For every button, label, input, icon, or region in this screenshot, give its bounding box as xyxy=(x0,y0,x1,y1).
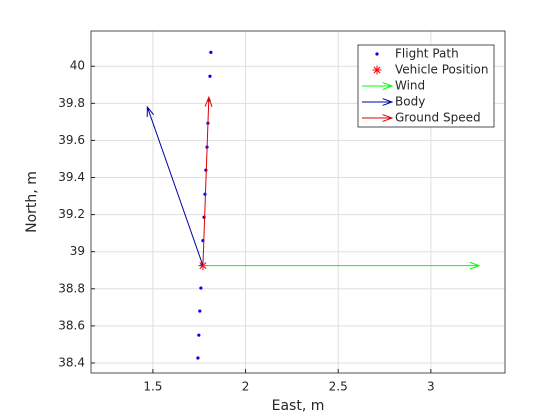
legend-label: Vehicle Position xyxy=(395,63,488,77)
x-tick-label: 1.5 xyxy=(143,380,162,394)
vector-arrow xyxy=(146,105,204,266)
y-tick-label: 38.4 xyxy=(58,355,85,369)
vector-arrow xyxy=(202,261,481,270)
legend-label: Ground Speed xyxy=(395,111,481,125)
legend-label: Flight Path xyxy=(395,47,459,61)
path-point xyxy=(198,309,202,313)
y-tick-label: 40 xyxy=(70,59,85,73)
legend-arrow xyxy=(362,98,394,106)
legend-label: Wind xyxy=(395,79,425,93)
y-tick-label: 39.6 xyxy=(58,133,85,147)
axes-box xyxy=(90,30,506,374)
x-tick-label: 2.5 xyxy=(329,380,348,394)
y-tick-label: 39 xyxy=(70,244,85,258)
legend-marker xyxy=(375,52,379,56)
y-axis-label: North, m xyxy=(24,171,40,233)
path-point xyxy=(197,333,201,337)
y-tick-label: 39.4 xyxy=(58,170,85,184)
y-tick-label: 39.2 xyxy=(58,207,85,221)
x-tick-label: 2 xyxy=(242,380,250,394)
path-point xyxy=(196,356,200,360)
y-tick-label: 38.8 xyxy=(58,281,85,295)
x-tick-label: 3 xyxy=(427,380,435,394)
path-point xyxy=(208,74,212,78)
path-point xyxy=(199,286,203,290)
vector-arrow xyxy=(202,95,213,266)
legend-arrow xyxy=(362,114,394,122)
path-point xyxy=(209,50,213,54)
x-axis-label: East, m xyxy=(272,398,325,414)
legend-arrow xyxy=(362,82,394,90)
legend-label: Body xyxy=(395,95,425,109)
y-tick-label: 39.8 xyxy=(58,96,85,110)
y-tick-label: 38.6 xyxy=(58,318,85,332)
legend-marker xyxy=(372,65,382,75)
